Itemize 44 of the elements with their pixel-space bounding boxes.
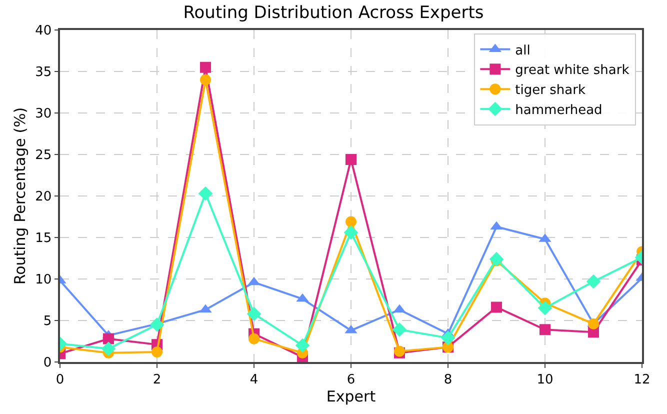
- y-tick-label: 40: [35, 24, 52, 39]
- point: [101, 342, 116, 356]
- chart-title: Routing Distribution Across Experts: [183, 3, 484, 24]
- legend-label: all: [515, 43, 530, 58]
- x-tick-label: 0: [56, 372, 64, 388]
- point: [344, 225, 358, 240]
- point: [392, 322, 407, 337]
- point: [489, 252, 504, 266]
- point: [198, 186, 213, 201]
- legend-label: hammerhead: [515, 103, 602, 118]
- legend-label: tiger shark: [515, 83, 586, 98]
- point: [440, 330, 456, 346]
- point: [200, 62, 211, 73]
- y-tick-label: 5: [43, 314, 52, 330]
- y-axis-title: Routing Percentage (%): [10, 107, 29, 285]
- y-tick-label: 10: [35, 272, 52, 288]
- point: [103, 333, 114, 344]
- point: [586, 274, 601, 289]
- point: [491, 302, 502, 313]
- y-tick-label: 25: [35, 148, 52, 164]
- point: [346, 216, 356, 228]
- point: [538, 300, 552, 316]
- x-tick-label: 12: [634, 372, 650, 388]
- x-tick-label: 2: [152, 372, 162, 388]
- point: [150, 318, 164, 332]
- x-tick-label: 6: [346, 372, 356, 388]
- point: [346, 154, 356, 165]
- point: [295, 338, 310, 353]
- point: [200, 74, 211, 86]
- point: [248, 333, 260, 344]
- y-tick-label: 30: [35, 106, 52, 122]
- y-tick-label: 0: [43, 356, 52, 371]
- legend-label: great white shark: [515, 63, 630, 78]
- x-axis-title: Expert: [326, 387, 376, 406]
- x-tick-label: 10: [536, 372, 554, 388]
- point: [246, 306, 262, 322]
- y-tick-label: 35: [35, 65, 52, 80]
- x-tick-label: 8: [444, 372, 452, 388]
- x-tick-label: 4: [250, 372, 258, 388]
- point: [588, 318, 599, 330]
- y-tick-label: 15: [35, 231, 52, 246]
- point: [540, 324, 550, 336]
- point: [152, 346, 162, 358]
- y-tick-label: 20: [35, 190, 52, 205]
